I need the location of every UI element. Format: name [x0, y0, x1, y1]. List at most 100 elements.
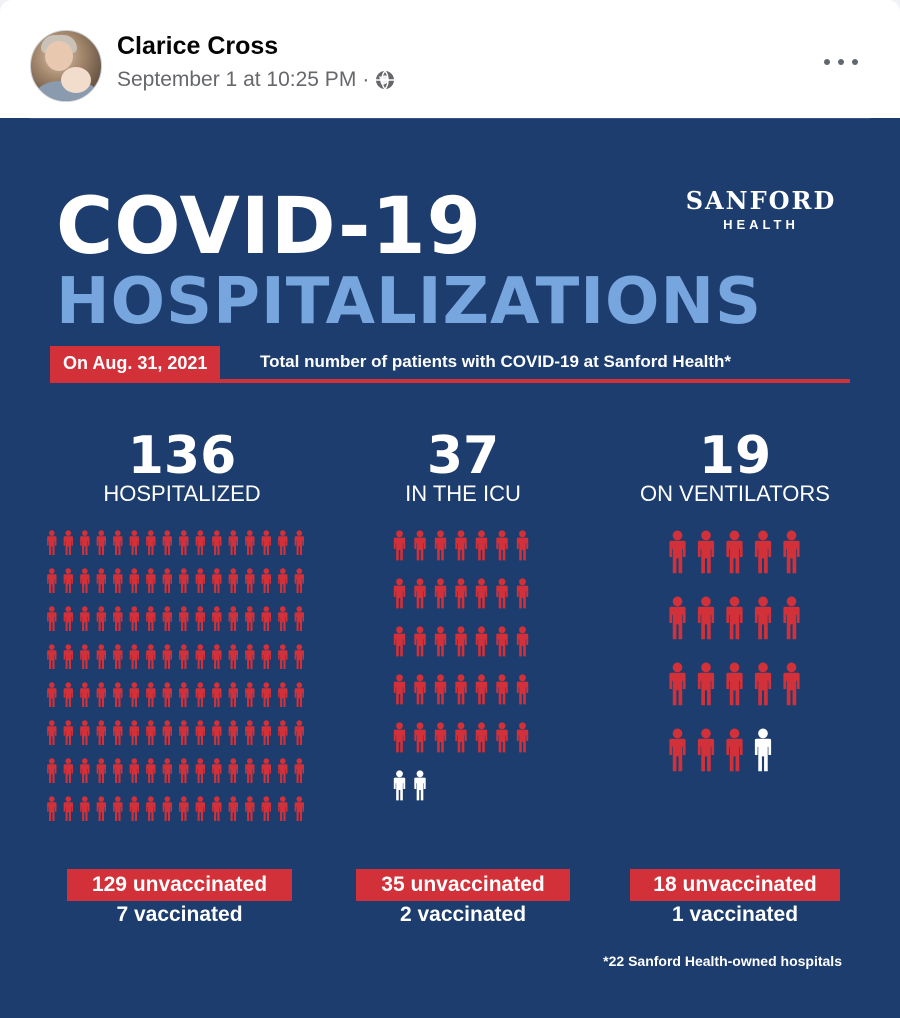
- unvaccinated-person-icon: [162, 568, 172, 593]
- unvaccinated-person-icon: [475, 722, 488, 753]
- unvaccinated-person-icon: [278, 568, 288, 593]
- unvaccinated-person-icon: [393, 530, 406, 561]
- unvaccinated-person-icon: [697, 596, 715, 640]
- unvaccinated-person-icon: [47, 644, 57, 669]
- post-timestamp[interactable]: September 1 at 10:25 PM: [117, 68, 357, 91]
- unvaccinated-person-icon: [294, 606, 304, 631]
- author-name[interactable]: Clarice Cross: [117, 32, 279, 60]
- unvaccinated-person-icon: [63, 758, 73, 783]
- unvaccinated-person-icon: [516, 530, 529, 561]
- unvaccinated-person-icon: [146, 530, 156, 555]
- unvaccinated-person-icon: [726, 728, 743, 772]
- ventilators-label: ON VENTILATORS: [640, 481, 830, 506]
- unvaccinated-person-icon: [261, 682, 271, 707]
- unvaccinated-person-icon: [245, 758, 255, 783]
- post-meta: September 1 at 10:25 PM ·: [117, 68, 395, 92]
- hospitalized-vaccinated-text: 7 vaccinated: [116, 903, 243, 926]
- unvaccinated-person-icon: [414, 578, 426, 609]
- unvaccinated-person-icon: [195, 758, 205, 783]
- unvaccinated-person-icon: [212, 720, 222, 745]
- unvaccinated-person-icon: [63, 720, 73, 745]
- unvaccinated-person-icon: [455, 722, 467, 753]
- unvaccinated-person-icon: [96, 644, 106, 669]
- unvaccinated-person-icon: [783, 530, 800, 574]
- unvaccinated-person-icon: [212, 644, 222, 669]
- unvaccinated-person-icon: [516, 674, 529, 705]
- icu-figures: [393, 530, 529, 801]
- hospitalized-unvaccinated-badge: 129 unvaccinated: [67, 869, 292, 901]
- unvaccinated-person-icon: [783, 596, 800, 640]
- unvaccinated-person-icon: [212, 758, 222, 783]
- unvaccinated-person-icon: [129, 758, 139, 783]
- unvaccinated-person-icon: [475, 626, 488, 657]
- unvaccinated-person-icon: [129, 568, 139, 593]
- sanford-health-logo: SANFORD HEALTH: [680, 186, 842, 232]
- unvaccinated-person-icon: [294, 530, 304, 555]
- unvaccinated-person-icon: [63, 644, 73, 669]
- unvaccinated-person-icon: [475, 674, 488, 705]
- unvaccinated-person-icon: [434, 578, 447, 609]
- unvaccinated-person-icon: [261, 758, 271, 783]
- unvaccinated-person-icon: [294, 682, 304, 707]
- unvaccinated-person-icon: [113, 606, 123, 631]
- unvaccinated-person-icon: [278, 758, 288, 783]
- unvaccinated-person-icon: [496, 578, 508, 609]
- unvaccinated-person-icon: [96, 568, 106, 593]
- unvaccinated-person-icon: [261, 568, 271, 593]
- unvaccinated-person-icon: [80, 644, 90, 669]
- unvaccinated-person-icon: [195, 568, 205, 593]
- more-options-icon[interactable]: [824, 48, 858, 76]
- unvaccinated-person-icon: [516, 578, 529, 609]
- hospitalized-label: HOSPITALIZED: [103, 481, 261, 506]
- unvaccinated-person-icon: [726, 662, 743, 706]
- unvaccinated-person-icon: [195, 682, 205, 707]
- unvaccinated-person-icon: [754, 596, 772, 640]
- unvaccinated-person-icon: [129, 720, 139, 745]
- unvaccinated-person-icon: [261, 796, 271, 821]
- unvaccinated-person-icon: [129, 644, 139, 669]
- image-top-rule: [30, 118, 870, 119]
- unvaccinated-person-icon: [414, 530, 426, 561]
- icu-label: IN THE ICU: [405, 481, 521, 506]
- unvaccinated-person-icon: [96, 796, 106, 821]
- unvaccinated-person-icon: [434, 722, 447, 753]
- unvaccinated-person-icon: [261, 720, 271, 745]
- unvaccinated-person-icon: [96, 682, 106, 707]
- unvaccinated-person-icon: [179, 758, 189, 783]
- unvaccinated-person-icon: [80, 796, 90, 821]
- ventilators-vaccinated-text: 1 vaccinated: [671, 903, 799, 926]
- unvaccinated-person-icon: [294, 568, 304, 593]
- avatar[interactable]: [30, 30, 102, 102]
- unvaccinated-person-icon: [294, 720, 304, 745]
- unvaccinated-person-icon: [414, 626, 426, 657]
- unvaccinated-person-icon: [212, 682, 222, 707]
- unvaccinated-person-icon: [63, 682, 73, 707]
- unvaccinated-person-icon: [195, 720, 205, 745]
- unvaccinated-person-icon: [726, 596, 743, 640]
- unvaccinated-person-icon: [212, 530, 222, 555]
- infographic-image[interactable]: COVID-19 HOSPITALIZATIONS SANFORD HEALTH…: [0, 118, 900, 1018]
- date-row: On Aug. 31, 2021 Total number of patient…: [50, 346, 850, 386]
- unvaccinated-person-icon: [129, 530, 139, 555]
- unvaccinated-person-icon: [113, 720, 123, 745]
- unvaccinated-person-icon: [113, 644, 123, 669]
- unvaccinated-person-icon: [47, 530, 57, 555]
- unvaccinated-person-icon: [496, 626, 508, 657]
- unvaccinated-person-icon: [96, 606, 106, 631]
- globe-icon[interactable]: [375, 70, 395, 90]
- unvaccinated-person-icon: [212, 568, 222, 593]
- unvaccinated-person-icon: [516, 722, 529, 753]
- unvaccinated-person-icon: [475, 578, 488, 609]
- unvaccinated-person-icon: [146, 682, 156, 707]
- unvaccinated-person-icon: [294, 796, 304, 821]
- unvaccinated-person-icon: [261, 530, 271, 555]
- unvaccinated-person-icon: [179, 530, 189, 555]
- unvaccinated-person-icon: [212, 796, 222, 821]
- unvaccinated-person-icon: [113, 530, 123, 555]
- unvaccinated-person-icon: [47, 796, 57, 821]
- unvaccinated-person-icon: [80, 530, 90, 555]
- unvaccinated-person-icon: [393, 578, 406, 609]
- unvaccinated-person-icon: [294, 758, 304, 783]
- unvaccinated-person-icon: [179, 606, 189, 631]
- unvaccinated-person-icon: [96, 720, 106, 745]
